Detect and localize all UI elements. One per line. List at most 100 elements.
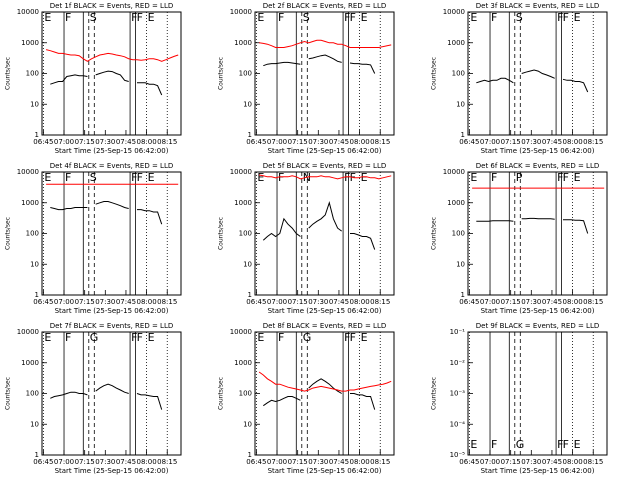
x-axis-label: Start Time (25-Sep-15 06:42:00) [268, 467, 382, 475]
y-tick-label: 10000 [17, 8, 39, 16]
y-tick-label: 1 [35, 451, 39, 459]
y-axis-label: Counts/sec [5, 377, 12, 410]
y-tick-label: 1000 [21, 359, 39, 367]
x-tick-label: 07:15 [75, 298, 95, 306]
x-tick-label: 08:15 [157, 298, 177, 306]
x-tick-label: 08:15 [583, 138, 603, 146]
x-tick-label: 07:00 [480, 298, 500, 306]
y-tick-label: 100 [239, 70, 252, 78]
y-tick-label: 10000 [230, 328, 252, 336]
y-tick-label: 10 [456, 260, 465, 268]
mode-label: F [137, 171, 143, 184]
mode-label: F [344, 11, 350, 24]
y-tick-label: 1000 [234, 199, 252, 207]
x-tick-label: 08:00 [350, 458, 370, 466]
y-tick-label: 10 [456, 100, 465, 108]
y-axis-label: Counts/sec [431, 57, 438, 90]
mode-label: E [470, 438, 477, 451]
y-tick-label: 10000 [443, 8, 465, 16]
mode-label: E [361, 331, 368, 344]
mode-label: F [491, 11, 497, 24]
mode-label: F [65, 11, 71, 24]
mode-label: S [90, 171, 97, 184]
x-tick-label: 08:00 [563, 458, 583, 466]
x-tick-label: 08:00 [563, 138, 583, 146]
x-tick-label: 08:00 [563, 298, 583, 306]
x-tick-label: 06:45 [246, 298, 266, 306]
x-tick-label: 06:45 [33, 298, 53, 306]
mode-label: E [148, 11, 155, 24]
x-tick-label: 07:15 [288, 458, 308, 466]
x-tick-label: 07:45 [116, 298, 136, 306]
y-axis-label: Counts/sec [218, 377, 225, 410]
y-tick-label: 10 [30, 420, 39, 428]
x-tick-label: 08:15 [370, 298, 390, 306]
x-tick-label: 08:00 [350, 138, 370, 146]
series-line [50, 201, 163, 225]
mode-label: F [131, 331, 137, 344]
series-line [45, 49, 179, 62]
x-tick-label: 07:45 [542, 138, 562, 146]
y-axis-label: Counts/sec [218, 217, 225, 250]
y-tick-label: 10000 [230, 168, 252, 176]
mode-label: F [278, 331, 284, 344]
plot-frame [254, 171, 395, 296]
x-tick-label: 07:45 [116, 138, 136, 146]
mode-label: E [361, 11, 368, 24]
y-axis-label: Counts/sec [5, 217, 12, 250]
x-tick-label: 07:15 [288, 298, 308, 306]
y-tick-label: 1000 [447, 199, 465, 207]
y-tick-label: 1 [461, 131, 465, 139]
x-tick-label: 08:00 [137, 138, 157, 146]
y-tick-label: 1000 [234, 39, 252, 47]
x-tick-label: 07:00 [480, 138, 500, 146]
series-line [259, 39, 392, 48]
y-tick-label: 1000 [447, 39, 465, 47]
series-line [50, 383, 163, 410]
x-tick-label: 06:45 [459, 458, 479, 466]
mode-label: F [563, 171, 569, 184]
y-tick-label: 100 [26, 70, 39, 78]
mode-label: G [90, 331, 99, 344]
y-tick-label: 100 [26, 390, 39, 398]
mode-label: F [557, 438, 563, 451]
series-line [263, 378, 376, 410]
mode-label: E [470, 11, 477, 24]
y-tick-label: 100 [452, 70, 465, 78]
x-tick-label: 06:45 [33, 458, 53, 466]
series-line [476, 69, 589, 93]
mode-label: F [557, 11, 563, 24]
x-tick-label: 08:00 [350, 298, 370, 306]
x-tick-label: 06:45 [33, 138, 53, 146]
x-tick-label: 07:15 [75, 138, 95, 146]
y-axis-label: Counts/sec [431, 217, 438, 250]
y-tick-label: 1 [35, 131, 39, 139]
chart-title: Det 4f BLACK = Events, RED = LLD [50, 162, 173, 170]
plot-frame [467, 11, 608, 136]
x-tick-label: 07:15 [501, 138, 521, 146]
x-tick-label: 07:15 [501, 458, 521, 466]
x-tick-label: 07:00 [267, 298, 287, 306]
x-axis-label: Start Time (25-Sep-15 06:42:00) [268, 307, 382, 315]
x-tick-label: 06:45 [459, 138, 479, 146]
x-tick-label: 07:45 [329, 458, 349, 466]
chart-title: Det 5f BLACK = Events, RED = LLD [263, 162, 386, 170]
y-tick-label: 100 [239, 230, 252, 238]
y-tick-label: 1000 [21, 199, 39, 207]
series-line [259, 174, 392, 180]
x-tick-label: 06:45 [459, 298, 479, 306]
x-tick-label: 07:30 [308, 458, 328, 466]
y-tick-label: 100 [452, 230, 465, 238]
x-tick-label: 07:30 [95, 298, 115, 306]
mode-label: F [137, 11, 143, 24]
y-tick-label: 1000 [234, 359, 252, 367]
x-tick-label: 07:45 [329, 298, 349, 306]
mode-label: F [563, 438, 569, 451]
x-tick-label: 07:00 [54, 298, 74, 306]
plot-frame [254, 11, 395, 136]
series-line [263, 54, 376, 74]
x-tick-label: 08:00 [137, 458, 157, 466]
mode-label: G [303, 331, 312, 344]
y-axis-label: Counts/sec [5, 57, 12, 90]
